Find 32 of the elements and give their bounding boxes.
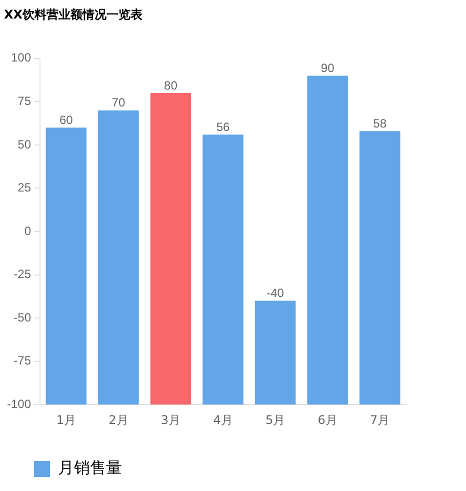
data-label: 60 <box>59 112 74 127</box>
data-label: 90 <box>320 61 335 76</box>
bar <box>98 110 139 405</box>
x-tick-label: 5月 <box>265 412 286 427</box>
y-tick-label: 25 <box>18 180 32 195</box>
x-tick-label: 4月 <box>213 412 233 427</box>
legend-label: 月销售量 <box>58 458 122 478</box>
data-label: 58 <box>373 116 387 130</box>
data-label: 56 <box>216 120 230 134</box>
y-tick-label: -100 <box>6 396 32 411</box>
chart-title: XX饮料营业额情况一览表 <box>4 7 144 22</box>
x-tick-label: 2月 <box>108 412 128 427</box>
bar <box>150 93 192 405</box>
x-tick-label: 6月 <box>318 412 338 427</box>
bar <box>46 128 87 405</box>
bar <box>307 76 348 405</box>
y-tick-label: 0 <box>24 224 32 238</box>
bar <box>202 134 244 405</box>
data-label: 70 <box>112 96 126 110</box>
y-tick-label: 50 <box>18 137 32 152</box>
bar <box>359 131 400 405</box>
data-label: 80 <box>164 78 178 92</box>
y-tick-label: -75 <box>14 354 32 368</box>
x-tick-label: 1月 <box>56 412 76 427</box>
y-tick-label: -25 <box>14 267 32 282</box>
y-tick-label: 100 <box>10 50 32 65</box>
bar <box>254 300 296 405</box>
data-label: -40 <box>266 286 284 300</box>
x-tick-label: 7月 <box>370 412 390 427</box>
y-tick-label: 75 <box>18 94 32 108</box>
y-tick-label: -50 <box>14 310 32 324</box>
x-tick-label: 3月 <box>160 412 181 427</box>
